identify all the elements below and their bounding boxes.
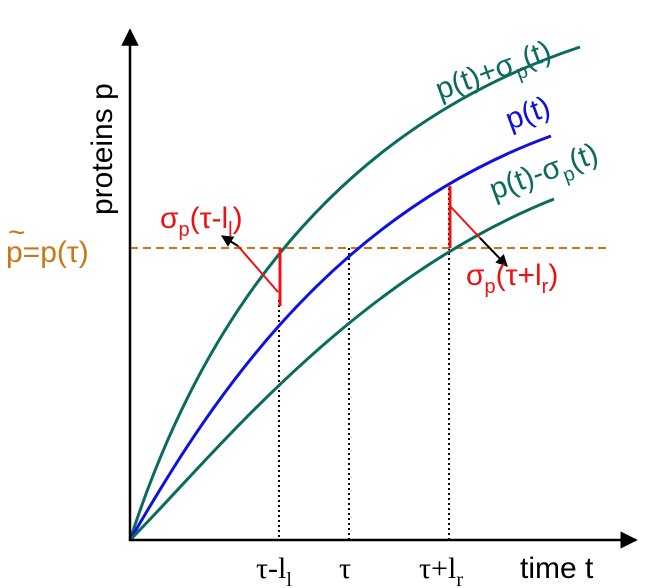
curve-middle bbox=[128, 134, 552, 541]
tick-tau: τ bbox=[339, 552, 351, 585]
tick-tau-plus-lr: τ+lr bbox=[419, 552, 463, 588]
sigma-right-label: σp(τ+lr) bbox=[466, 259, 558, 298]
threshold-label-tilde: ~ bbox=[8, 216, 26, 249]
curve-upper bbox=[128, 45, 581, 541]
sigma-left-label: σp(τ-ll) bbox=[160, 202, 243, 241]
tick-tau-minus-ll: τ-ll bbox=[256, 552, 292, 588]
sigma-diagonal-left bbox=[237, 245, 279, 293]
y-axis-label: proteins p bbox=[86, 83, 119, 215]
sigma-diagonal-right bbox=[449, 205, 481, 239]
curve-lower bbox=[128, 197, 555, 542]
x-axis-label: time t bbox=[520, 552, 594, 585]
curve-lower-label: p(t)-σp(t) bbox=[485, 137, 604, 212]
curve-middle-label: p(t) bbox=[501, 90, 555, 136]
arrow-left-annotation bbox=[220, 235, 239, 247]
threshold-label: p=p(τ) bbox=[6, 236, 89, 269]
arrow-right-annotation bbox=[479, 237, 508, 267]
